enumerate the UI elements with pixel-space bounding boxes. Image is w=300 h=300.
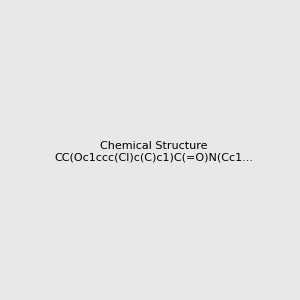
Text: Chemical Structure
CC(Oc1ccc(Cl)c(C)c1)C(=O)N(Cc1...: Chemical Structure CC(Oc1ccc(Cl)c(C)c1)C… [54,141,253,162]
